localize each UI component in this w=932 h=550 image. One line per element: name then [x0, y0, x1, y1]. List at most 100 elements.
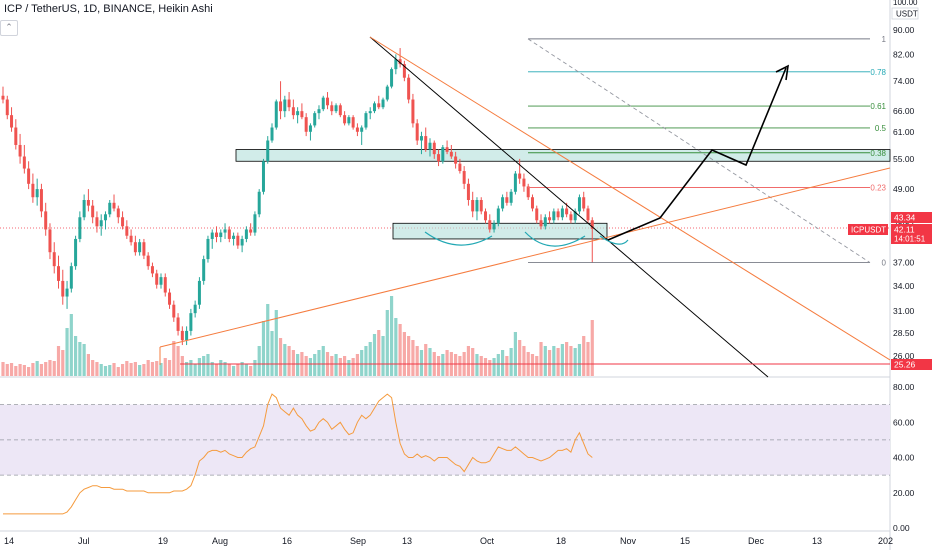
symbol-badge-label: ICPUSDT	[851, 226, 886, 235]
candle-body	[343, 115, 347, 124]
time-axis[interactable]: 14 Jul 19 Aug 16 Sep 13 Oct 18 Nov 15 Dec 13 202	[4, 536, 893, 546]
support-price-value: 25.26	[894, 360, 916, 370]
candle-body	[69, 266, 73, 289]
candle-body	[449, 151, 453, 157]
candle-body	[129, 235, 133, 243]
candle-body	[10, 115, 14, 128]
candle-body	[530, 197, 534, 209]
volume-bar	[206, 354, 210, 376]
candle-body	[44, 211, 48, 230]
candle-body	[193, 304, 197, 314]
fib-level-label: 0.23	[870, 183, 886, 192]
candle-body	[150, 266, 154, 274]
volume-bar	[334, 354, 338, 376]
candle-body	[377, 103, 381, 108]
candle-body	[176, 317, 180, 331]
volume-bar	[343, 356, 347, 376]
candle-body	[146, 255, 150, 267]
volume-bar	[522, 346, 526, 376]
price-scale[interactable]: 90.00 82.00 74.00 66.00 61.00 55.00 49.00 43.34…	[891, 0, 919, 533]
volume-bar	[377, 330, 381, 376]
volume-bar	[142, 364, 146, 376]
candle-body	[569, 214, 573, 221]
volume-bar	[402, 332, 406, 376]
candle-body	[270, 127, 274, 141]
candle-body	[484, 211, 488, 221]
candle-body	[103, 214, 107, 221]
candle-body	[185, 330, 189, 341]
volume-bar	[466, 346, 471, 376]
volume-bar	[52, 361, 56, 376]
volume-bar	[231, 366, 236, 376]
volume-bar	[65, 328, 69, 376]
volume-bar	[364, 346, 368, 376]
chevron-up-icon[interactable]: ⌃	[0, 20, 18, 36]
volume-bar	[569, 346, 573, 376]
volume-bar	[129, 363, 133, 376]
symbol-title[interactable]: ICP / TetherUS, 1D, BINANCE, Heikin Ashi	[4, 3, 213, 15]
candle-body	[492, 223, 496, 230]
candle-body	[351, 117, 355, 128]
volume-bar	[535, 356, 539, 376]
volume-bar	[454, 354, 458, 376]
volume-bar	[398, 324, 402, 376]
candle-body	[582, 197, 586, 209]
volume-bar	[189, 360, 193, 376]
time-label: 16	[282, 536, 292, 546]
candle-body	[509, 191, 513, 203]
volume-bar	[586, 342, 590, 376]
volume-bar	[394, 318, 398, 376]
volume-bar	[240, 362, 244, 376]
volume-bar	[539, 342, 543, 376]
time-label: 15	[680, 536, 690, 546]
projection-path	[607, 67, 787, 241]
trendline-black	[369, 36, 769, 378]
price-tick-label: 90.00	[893, 25, 915, 35]
candle-body	[61, 280, 65, 297]
trendline-orange-ascending	[159, 167, 891, 348]
fib-level-label: 0.5	[875, 124, 887, 133]
time-label: 14	[4, 536, 14, 546]
price-tick-label: 28.50	[893, 328, 915, 338]
candle-body	[180, 330, 184, 341]
candle-body	[518, 173, 522, 179]
candle-body	[304, 117, 308, 132]
rsi-line	[3, 393, 593, 515]
candle-body	[5, 99, 9, 116]
candle-body	[142, 242, 146, 256]
candle-body	[471, 199, 475, 212]
candle-body	[458, 163, 462, 172]
volume-bar	[475, 354, 479, 376]
candle-body	[57, 266, 61, 281]
arrow-up-icon	[775, 64, 790, 81]
resistance-zone	[235, 149, 891, 162]
volume-bar	[56, 346, 61, 376]
candle-body	[347, 117, 351, 124]
volume-bar	[287, 346, 291, 376]
time-label: 18	[556, 536, 566, 546]
candle-body	[112, 202, 116, 209]
candle-body	[543, 217, 547, 227]
volume-bar	[518, 340, 522, 376]
candle-body	[279, 101, 283, 112]
volume-bar	[78, 342, 82, 376]
volume-bar	[547, 350, 552, 376]
candle-body	[479, 199, 483, 212]
currency-label: USDT	[896, 10, 918, 19]
volume-bar	[223, 362, 227, 376]
price-tick-label: 74.00	[893, 76, 915, 86]
volume-bar	[471, 348, 475, 376]
candle-body	[159, 277, 163, 285]
candle-body	[86, 199, 90, 206]
volume-bar	[372, 334, 377, 376]
volume-bar	[360, 350, 364, 376]
drawing-tools[interactable]: 1 0.78 0.61 0.5 0.38 0.23 0	[159, 35, 891, 378]
candle-body	[35, 189, 39, 198]
price-mark-value: 43.34	[894, 213, 916, 223]
candle-body	[52, 252, 56, 267]
candle-body	[82, 199, 86, 218]
volume-bar	[266, 304, 270, 376]
candle-body	[488, 220, 492, 230]
volume-bar	[389, 296, 394, 376]
